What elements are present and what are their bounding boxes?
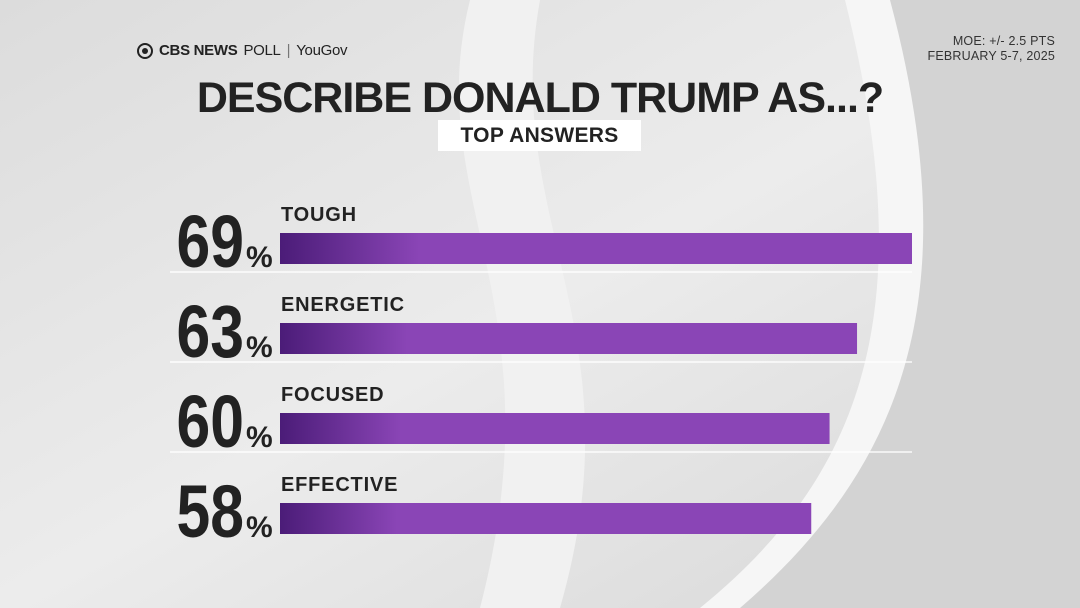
category-label: EFFECTIVE <box>281 474 398 496</box>
value-label: 60 <box>177 381 244 463</box>
brand-secondary: POLL <box>243 42 281 59</box>
brand-primary: CBS NEWS <box>159 42 238 59</box>
category-label: ENERGETIC <box>281 294 405 316</box>
value-label: 63 <box>177 291 244 373</box>
brand-logo: CBS NEWS POLL | YouGov <box>137 42 348 59</box>
brand-separator: | <box>286 42 291 59</box>
bar <box>280 233 912 264</box>
percent-sign: % <box>246 421 273 454</box>
category-label: FOCUSED <box>281 384 384 406</box>
percent-sign: % <box>246 241 273 274</box>
moe-text: MOE: +/- 2.5 PTS <box>952 34 1055 48</box>
chart-title: DESCRIBE DONALD TRUMP AS...? <box>196 74 884 122</box>
bar <box>280 323 858 354</box>
poll-info: MOE: +/- 2.5 PTS FEBRUARY 5-7, 2025 <box>927 34 1055 64</box>
category-label: TOUGH <box>281 204 357 226</box>
chart-subtitle: TOP ANSWERS <box>438 120 641 151</box>
bar <box>280 503 812 534</box>
cbs-eye-icon <box>137 42 153 59</box>
brand-partner: YouGov <box>296 42 348 59</box>
value-label: 69 <box>177 201 244 283</box>
bar <box>280 413 830 444</box>
value-label: 58 <box>177 471 244 553</box>
poll-dates: FEBRUARY 5-7, 2025 <box>927 49 1055 63</box>
percent-sign: % <box>246 511 273 544</box>
percent-sign: % <box>246 331 273 364</box>
